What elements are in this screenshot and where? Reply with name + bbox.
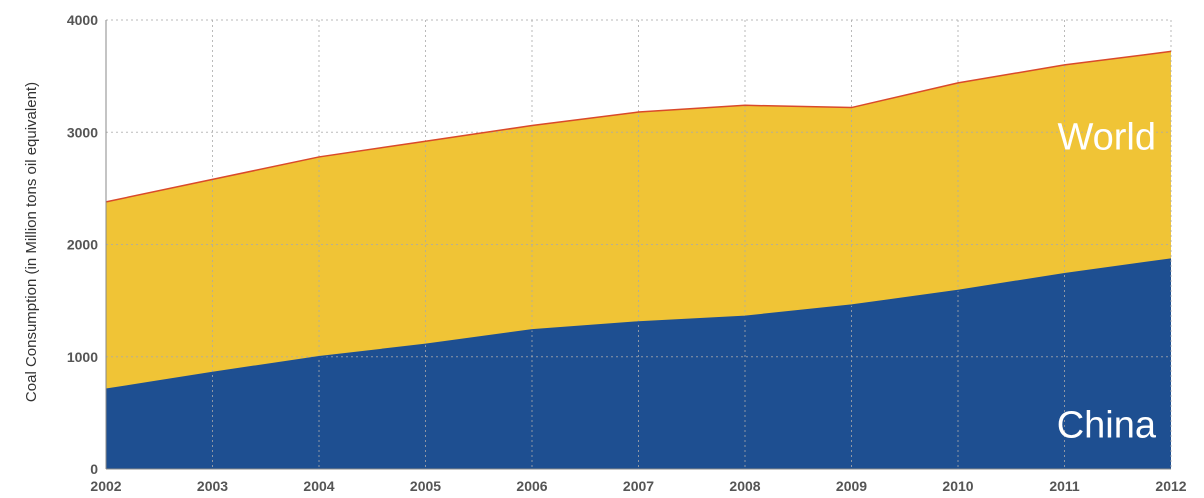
- line-layer: [105, 50, 1172, 391]
- y-tick-label-4000: 4000: [67, 12, 98, 28]
- x-tick-label-2005: 2005: [410, 478, 441, 494]
- x-tick-label-2004: 2004: [303, 478, 334, 494]
- x-tick-label-2007: 2007: [623, 478, 654, 494]
- x-tick-label-2003: 2003: [197, 478, 228, 494]
- y-tick-label-0: 0: [90, 461, 98, 477]
- x-tick-label-2008: 2008: [729, 478, 760, 494]
- x-tick-label-2009: 2009: [836, 478, 867, 494]
- x-tick-label-2002: 2002: [90, 478, 121, 494]
- label-layer: World China: [1057, 116, 1157, 446]
- y-axis-label: Coal Consumption (in Million tons oil eq…: [23, 82, 40, 402]
- x-tick-label-2010: 2010: [942, 478, 973, 494]
- x-tick-label-2011: 2011: [1049, 478, 1080, 494]
- line-world: [105, 50, 1172, 203]
- axes-layer: 0 1000 2000 3000 4000 2002 2003 2004 2005 2006 200…: [67, 12, 1187, 494]
- series-label-china: China: [1057, 405, 1157, 447]
- x-tick-label-2012: 2012: [1155, 478, 1186, 494]
- y-tick-label-2000: 2000: [67, 237, 98, 253]
- line-china: [105, 258, 1172, 391]
- x-tick-label-2006: 2006: [516, 478, 547, 494]
- y-tick-label-1000: 1000: [67, 349, 98, 365]
- series-label-world: World: [1057, 116, 1156, 158]
- y-tick-label-3000: 3000: [67, 124, 98, 140]
- area-china: [106, 259, 1171, 469]
